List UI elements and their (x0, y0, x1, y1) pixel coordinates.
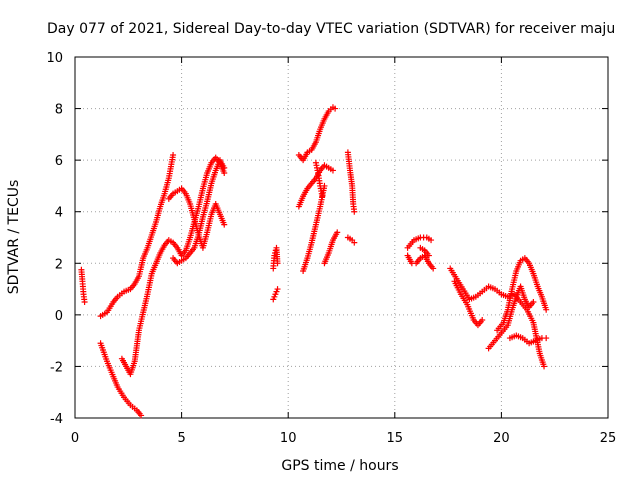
data-point (543, 335, 550, 342)
y-tick-label: 6 (55, 154, 63, 169)
axis-ticks: 0 5 10 15 20 25 -4 -2 0 2 4 6 8 10 (46, 51, 616, 446)
data-point (274, 286, 281, 293)
data-point (329, 167, 336, 174)
data-point (428, 237, 435, 244)
x-axis-label: GPS time / hours (281, 458, 398, 474)
x-tick-label: 10 (280, 431, 297, 446)
y-tick-label: 8 (55, 103, 63, 118)
data-point (479, 317, 486, 324)
y-axis-label: SDTVAR / TECUs (6, 180, 22, 295)
data-point (81, 298, 88, 305)
data-point (332, 105, 339, 112)
x-tick-label: 20 (493, 431, 510, 446)
data-point (430, 265, 437, 272)
x-tick-label: 0 (71, 431, 79, 446)
grid (75, 57, 608, 418)
data-point (543, 306, 550, 313)
data-point (221, 164, 228, 171)
data-point (274, 260, 281, 267)
data-point (138, 412, 145, 419)
data-point (425, 252, 432, 259)
data-point (221, 221, 228, 228)
plot-frame (74, 56, 609, 419)
y-tick-label: 0 (55, 309, 63, 324)
data-series (78, 104, 550, 419)
data-point (221, 170, 228, 177)
data-point (319, 193, 326, 200)
chart-title: Day 077 of 2021, Sidereal Day-to-day VTE… (47, 21, 615, 37)
data-point (530, 298, 537, 305)
y-tick-label: 10 (46, 51, 63, 66)
data-point (541, 363, 548, 370)
y-tick-label: 2 (55, 257, 63, 272)
x-tick-label: 5 (177, 431, 185, 446)
data-point (170, 151, 177, 158)
y-tick-label: 4 (55, 206, 63, 221)
y-tick-label: -2 (50, 360, 63, 375)
data-point (334, 229, 341, 236)
x-tick-label: 25 (600, 431, 617, 446)
data-point (351, 239, 358, 246)
data-point (351, 208, 358, 215)
y-tick-label: -4 (50, 412, 63, 427)
x-tick-label: 15 (387, 431, 404, 446)
